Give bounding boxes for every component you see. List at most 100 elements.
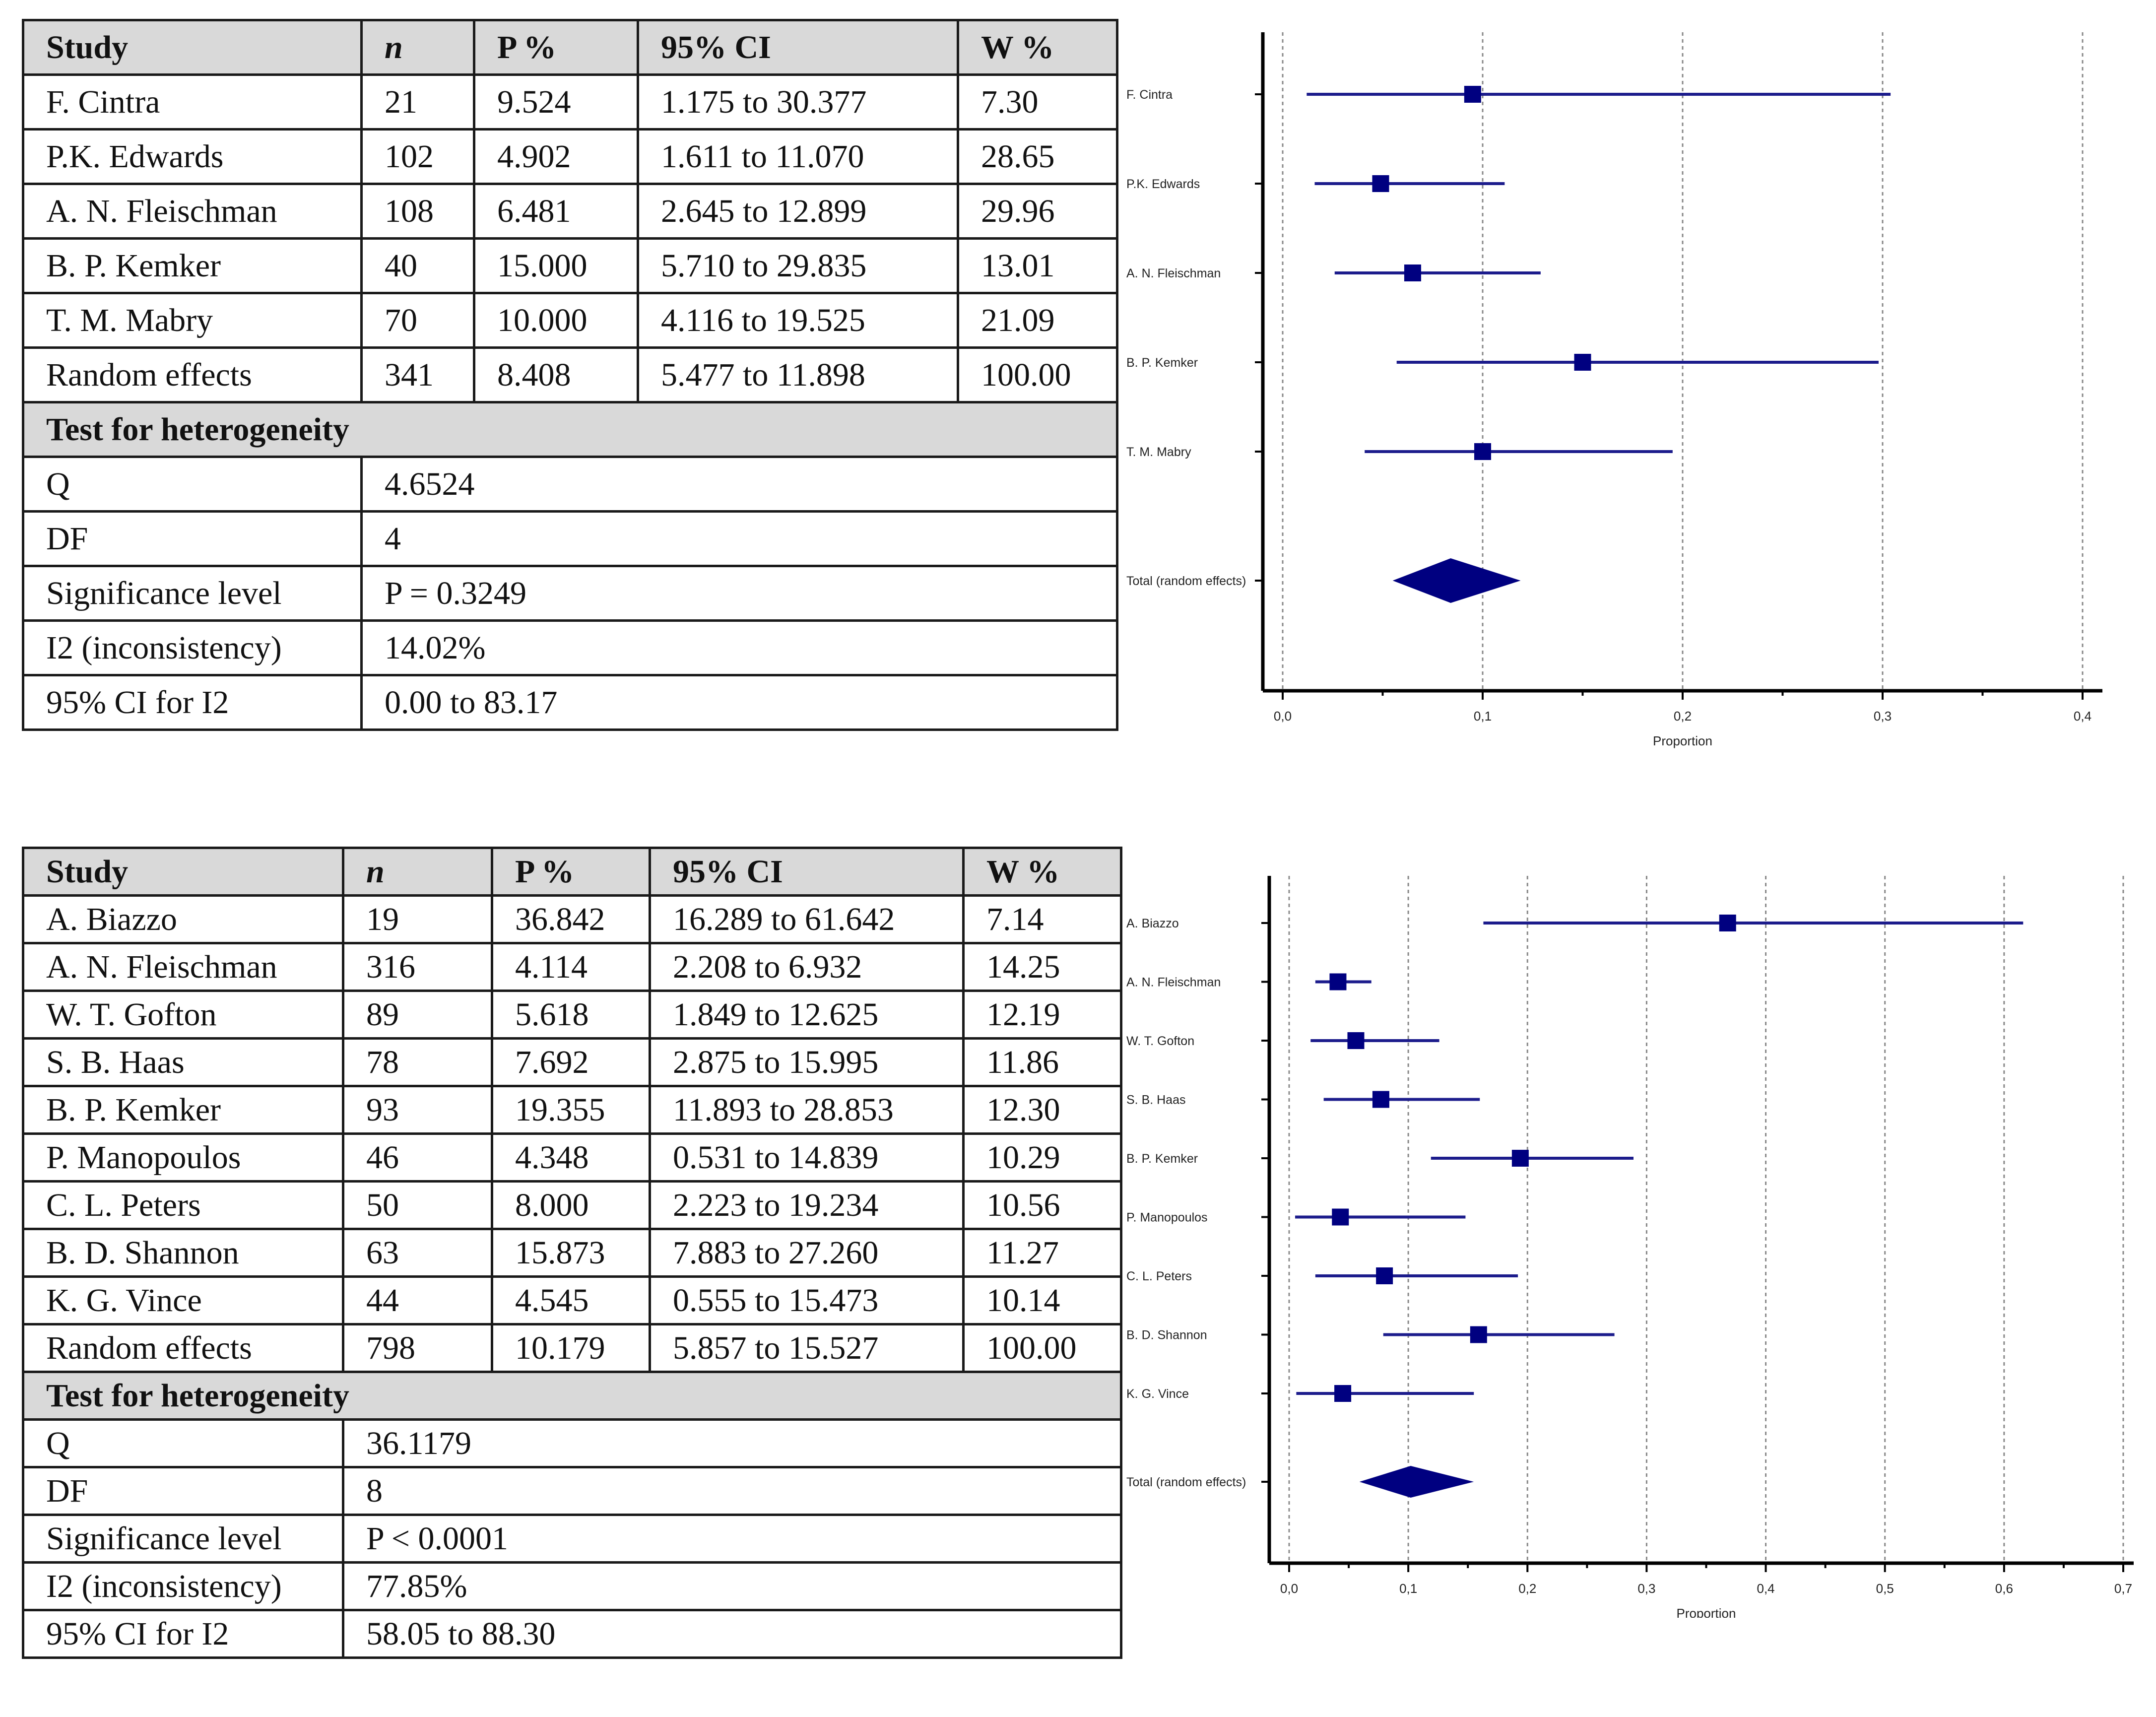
- het-label: DF: [22, 1466, 344, 1516]
- col-header-w: W %: [962, 847, 1122, 897]
- cell-w: 7.14: [962, 894, 1122, 944]
- table-row: P.K. Edwards 102 4.902 1.611 to 11.070 2…: [22, 128, 1118, 185]
- cell-n: 341: [360, 346, 475, 403]
- estimate-marker: [1334, 1385, 1352, 1402]
- estimate-marker: [1470, 1326, 1487, 1343]
- x-tick-label: 0,1: [1474, 709, 1492, 724]
- x-tick-label: 0,3: [1874, 709, 1892, 724]
- col-header-p: P %: [473, 19, 639, 76]
- x-tick-label: 0,0: [1274, 709, 1292, 724]
- study-label: T. M. Mabry: [1126, 445, 1191, 459]
- cell-n: 50: [342, 1180, 493, 1230]
- table-row: P. Manopoulos 46 4.348 0.531 to 14.839 1…: [22, 1132, 1122, 1183]
- cell-ci: 1.175 to 30.377: [637, 73, 959, 131]
- table-row: A. N. Fleischman 316 4.114 2.208 to 6.93…: [22, 942, 1122, 992]
- estimate-marker: [1376, 1267, 1393, 1284]
- x-axis-label: Proportion: [1677, 1606, 1736, 1618]
- estimate-marker: [1574, 354, 1591, 371]
- cell-study: A. Biazzo: [22, 894, 344, 944]
- het-value: 4.6524: [360, 456, 1118, 513]
- col-header-p: P %: [491, 847, 651, 897]
- table-row: A. N. Fleischman 108 6.481 2.645 to 12.8…: [22, 183, 1118, 240]
- cell-w: 12.19: [962, 990, 1122, 1040]
- estimate-marker: [1404, 264, 1421, 281]
- table-row-random-effects: Random effects 341 8.408 5.477 to 11.898…: [22, 346, 1118, 403]
- het-label: Significance level: [22, 1514, 344, 1564]
- cell-study: S. B. Haas: [22, 1037, 344, 1087]
- study-label: S. B. Haas: [1126, 1093, 1186, 1107]
- table-study-summary-1: Study n P % 95% CI W % F. Cintra 21 9.52…: [22, 19, 1118, 731]
- cell-w: 11.27: [962, 1228, 1122, 1278]
- study-label: F. Cintra: [1126, 88, 1173, 102]
- cell-w: 28.65: [957, 128, 1118, 185]
- cell-p: 10.179: [491, 1323, 651, 1373]
- cell-n: 93: [342, 1085, 493, 1135]
- het-value: 8: [342, 1466, 1122, 1516]
- col-header-ci: 95% CI: [637, 19, 959, 76]
- col-header-n: n: [342, 847, 493, 897]
- cell-w: 100.00: [962, 1323, 1122, 1373]
- cell-ci: 0.555 to 15.473: [649, 1275, 965, 1325]
- study-label: P. Manopoulos: [1126, 1211, 1208, 1225]
- cell-n: 78: [342, 1037, 493, 1087]
- col-header-n: n: [360, 19, 475, 76]
- cell-ci: 11.893 to 28.853: [649, 1085, 965, 1135]
- cell-ci: 1.611 to 11.070: [637, 128, 959, 185]
- cell-n: 46: [342, 1132, 493, 1183]
- cell-w: 21.09: [957, 292, 1118, 349]
- table-header-row: Study n P % 95% CI W %: [22, 847, 1122, 897]
- het-label: 95% CI for I2: [22, 1609, 344, 1659]
- cell-study: C. L. Peters: [22, 1180, 344, 1230]
- table-row-random-effects: Random effects 798 10.179 5.857 to 15.52…: [22, 1323, 1122, 1373]
- cell-ci: 5.857 to 15.527: [649, 1323, 965, 1373]
- heterogeneity-row: 95% CI for I2 0.00 to 83.17: [22, 674, 1118, 731]
- x-tick-label: 0,2: [1674, 709, 1692, 724]
- x-tick-label: 0,0: [1280, 1581, 1298, 1596]
- study-label: C. L. Peters: [1126, 1269, 1192, 1283]
- estimate-marker: [1372, 1091, 1389, 1108]
- cell-p: 7.692: [491, 1037, 651, 1087]
- estimate-marker: [1719, 915, 1736, 931]
- col-header-study: Study: [22, 847, 344, 897]
- table-row: F. Cintra 21 9.524 1.175 to 30.377 7.30: [22, 73, 1118, 131]
- table-row: B. P. Kemker 93 19.355 11.893 to 28.853 …: [22, 1085, 1122, 1135]
- forest-plot-2: 0,0 0,1 0,2 0,3 0,4 0,5 0,6 0,7 Proportion A. Bia…: [1126, 876, 2134, 1618]
- table-row: A. Biazzo 19 36.842 16.289 to 61.642 7.1…: [22, 894, 1122, 944]
- x-tick-label: 0,6: [1995, 1581, 2013, 1596]
- heterogeneity-row: DF 8: [22, 1466, 1122, 1516]
- cell-study: P. Manopoulos: [22, 1132, 344, 1183]
- cell-w: 13.01: [957, 237, 1118, 294]
- cell-w: 14.25: [962, 942, 1122, 992]
- table-study-summary-2: Study n P % 95% CI W % A. Biazzo 19 36.8…: [22, 847, 1122, 1659]
- estimate-marker: [1329, 973, 1347, 991]
- cell-study: T. M. Mabry: [22, 292, 363, 349]
- forest-plot-1: 0,0 0,1 0,2 0,3 0,4 Proportion F. Cintra P.K. E…: [1126, 32, 2102, 748]
- cell-w: 11.86: [962, 1037, 1122, 1087]
- heterogeneity-row: I2 (inconsistency) 77.85%: [22, 1561, 1122, 1611]
- heterogeneity-title: Test for heterogeneity: [22, 401, 1118, 458]
- cell-w: 10.56: [962, 1180, 1122, 1230]
- cell-n: 21: [360, 73, 475, 131]
- heterogeneity-header-row: Test for heterogeneity: [22, 401, 1118, 458]
- cell-p: 4.348: [491, 1132, 651, 1183]
- cell-study: Random effects: [22, 1323, 344, 1373]
- het-value: P < 0.0001: [342, 1514, 1122, 1564]
- table-row: S. B. Haas 78 7.692 2.875 to 15.995 11.8…: [22, 1037, 1122, 1087]
- cell-w: 100.00: [957, 346, 1118, 403]
- cell-ci: 16.289 to 61.642: [649, 894, 965, 944]
- cell-ci: 0.531 to 14.839: [649, 1132, 965, 1183]
- cell-p: 4.545: [491, 1275, 651, 1325]
- study-label: P.K. Edwards: [1126, 177, 1200, 191]
- cell-study: K. G. Vince: [22, 1275, 344, 1325]
- cell-w: 10.29: [962, 1132, 1122, 1183]
- table-row: W. T. Gofton 89 5.618 1.849 to 12.625 12…: [22, 990, 1122, 1040]
- x-tick-label: 0,2: [1518, 1581, 1536, 1596]
- cell-study: A. N. Fleischman: [22, 183, 363, 240]
- estimate-marker: [1464, 86, 1481, 103]
- cell-study: B. P. Kemker: [22, 237, 363, 294]
- cell-ci: 4.116 to 19.525: [637, 292, 959, 349]
- estimate-marker: [1511, 1150, 1529, 1167]
- estimate-marker: [1372, 175, 1389, 192]
- x-axis-label: Proportion: [1653, 733, 1712, 748]
- het-label: Q: [22, 1418, 344, 1468]
